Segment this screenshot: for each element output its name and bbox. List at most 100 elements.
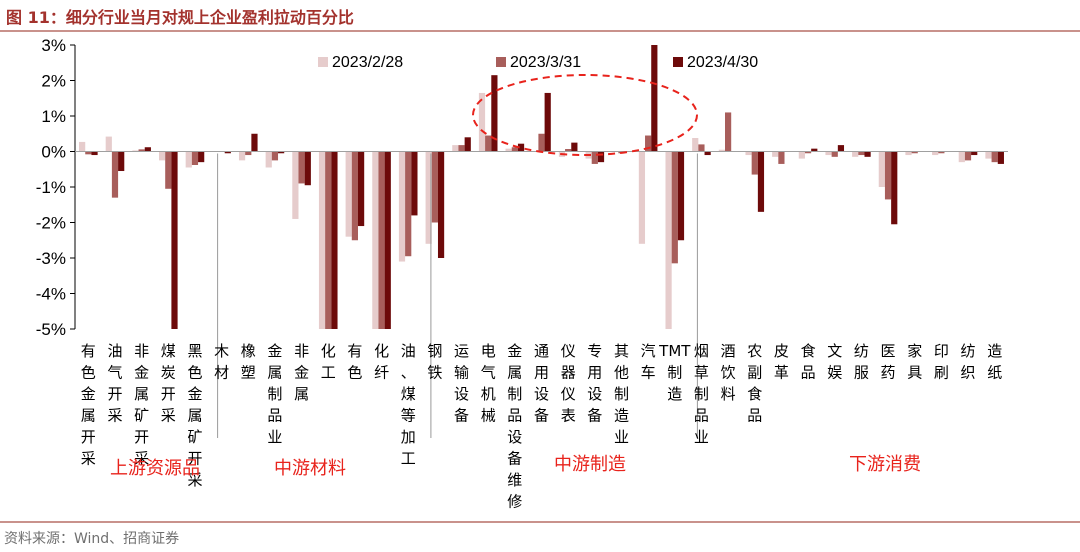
bar (677, 151, 685, 241)
category-label: 仪器仪表 (561, 342, 576, 425)
category-label: 皮革 (774, 342, 789, 382)
bar (138, 149, 145, 152)
bar (932, 151, 939, 156)
y-tick-label: 0% (41, 143, 66, 162)
category-label: 医药 (880, 342, 895, 382)
bar (398, 151, 406, 262)
legend-label: 2023/3/31 (510, 54, 581, 71)
bar (437, 151, 445, 258)
bar (651, 45, 658, 152)
bar (511, 147, 518, 152)
bar (517, 143, 525, 152)
bar (985, 151, 992, 159)
bar (571, 142, 578, 152)
bar (278, 151, 285, 154)
bar (118, 151, 125, 172)
bar (105, 136, 112, 152)
category-label: 通用设备 (534, 342, 549, 425)
category-label: 钢铁 (427, 342, 442, 382)
category-label: 汽车 (641, 342, 656, 382)
category-label: 有色 (347, 342, 362, 382)
bar (831, 151, 838, 157)
category-label: 金属制品设备维修 (507, 342, 522, 511)
bar (331, 151, 338, 329)
bar (478, 92, 486, 152)
bar (405, 151, 412, 257)
bar (837, 145, 845, 152)
y-tick-label: -2% (36, 214, 66, 233)
category-label: 专用设备 (587, 342, 602, 425)
bar (938, 151, 945, 154)
legend-label: 2023/2/28 (332, 54, 403, 71)
bar (318, 151, 326, 329)
bar (725, 112, 732, 152)
bar (298, 151, 305, 184)
bar (538, 133, 545, 152)
bar (718, 149, 725, 152)
bar (159, 151, 166, 161)
bar (111, 151, 119, 198)
category-label: 纺服 (854, 342, 869, 382)
bar (491, 75, 498, 152)
category-label: 电气机械 (481, 342, 496, 425)
category-label: 油、煤等加工 (401, 342, 416, 468)
category-label: 橡塑 (241, 342, 256, 382)
bar (798, 151, 805, 159)
bar (351, 151, 358, 241)
bar (132, 150, 139, 152)
bar (224, 151, 231, 154)
category-label: 酒饮料 (721, 342, 736, 403)
bar (858, 151, 865, 156)
bar (911, 151, 918, 154)
bar (411, 151, 418, 216)
y-tick-label: -5% (36, 320, 66, 339)
bar (238, 151, 246, 161)
group-labels: 上游资源品 中游材料 中游制造 下游消费 (110, 454, 921, 479)
bar (991, 151, 998, 163)
legend-swatch (496, 57, 506, 67)
y-tick-label: -4% (36, 285, 66, 304)
bar (198, 151, 205, 163)
bar (597, 151, 605, 163)
bar (144, 147, 151, 152)
category-label: 化工 (321, 342, 336, 382)
bar (905, 151, 912, 156)
category-label: 非金属矿开采 (134, 342, 149, 468)
category-label: 印刷 (934, 342, 949, 382)
bar (372, 151, 379, 329)
category-label: 文娱 (827, 342, 842, 382)
bar (452, 145, 459, 152)
y-tick-label: -1% (36, 178, 66, 197)
bar (171, 151, 178, 329)
category-labels: 有色金属开采油气开采非金属矿开采煤炭开采黑色金属矿开采木材橡塑金属制品业非金属化… (81, 342, 1002, 511)
category-label: 油气开采 (107, 342, 122, 425)
bar (825, 151, 832, 156)
bar (384, 151, 391, 329)
bar (997, 151, 1004, 164)
bar (565, 149, 572, 152)
y-tick-label: 2% (41, 72, 66, 91)
legend-swatch (673, 57, 683, 67)
bar (165, 151, 172, 189)
bar (378, 151, 385, 329)
bar (185, 151, 192, 168)
bar (638, 151, 646, 244)
category-label: 木材 (214, 342, 229, 382)
category-label: 黑色金属矿开采 (187, 342, 202, 489)
legend-label: 2023/4/30 (687, 54, 758, 71)
y-tick-label: -3% (36, 249, 66, 268)
bar (458, 145, 465, 152)
bar (778, 151, 785, 164)
bar (505, 148, 512, 152)
bar (191, 151, 199, 165)
bar (698, 144, 705, 152)
bar (358, 151, 365, 227)
bar-chart: 3% 2% 1% 0% -1% -2% -3% -4% -5% 有色金属开采油气开采非金属矿开采… (36, 36, 1008, 511)
bar (91, 151, 98, 156)
category-label: 其他制造业 (614, 342, 629, 446)
category-label: 煤炭开采 (161, 342, 176, 425)
category-label: TMT 制造 (658, 342, 691, 403)
bar (745, 151, 752, 156)
bar (345, 151, 352, 237)
bar (245, 151, 252, 156)
